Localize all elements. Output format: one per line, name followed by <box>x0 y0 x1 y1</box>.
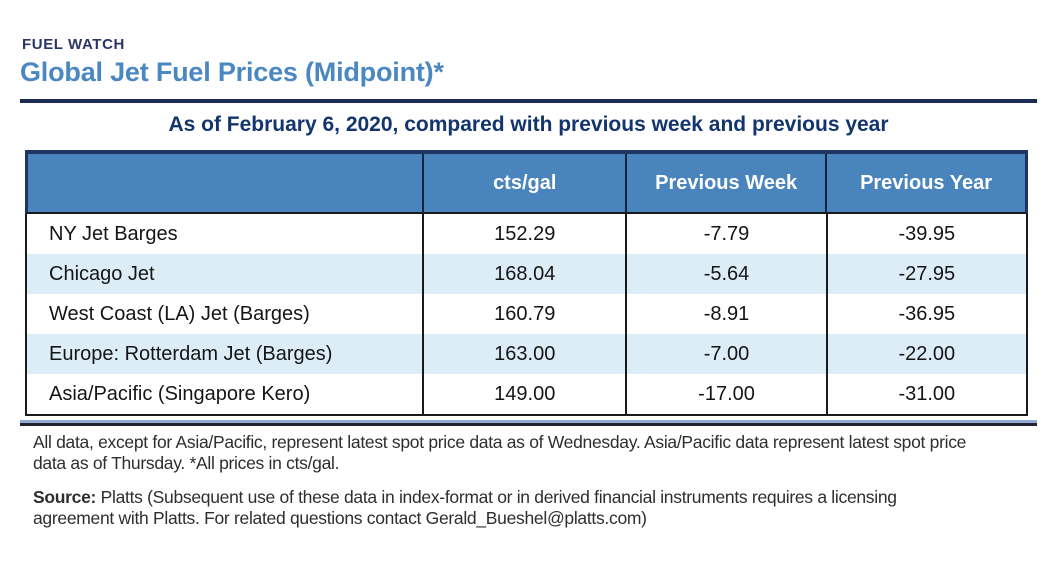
cell-cts-gal: 163.00 <box>422 334 625 374</box>
cell-previous-week: -5.64 <box>625 254 825 294</box>
table-header-row: cts/gal Previous Week Previous Year <box>25 150 1028 214</box>
cell-market-name: West Coast (LA) Jet (Barges) <box>49 302 310 325</box>
cell-previous-year: -22.00 <box>825 334 1026 374</box>
jet-fuel-prices-table: cts/gal Previous Week Previous Year NY J… <box>25 150 1028 416</box>
cell-cts-gal: 152.29 <box>422 214 625 254</box>
cell-previous-week: -7.00 <box>625 334 825 374</box>
source-label: Source: <box>33 487 97 507</box>
table-row: Chicago Jet 168.04 -5.64 -27.95 <box>27 254 1026 294</box>
table-row: Europe: Rotterdam Jet (Barges) 163.00 -7… <box>27 334 1026 374</box>
table-bottom-divider <box>20 420 1037 426</box>
cell-cts-gal: 168.04 <box>422 254 625 294</box>
footnote-text: All data, except for Asia/Pacific, repre… <box>33 432 967 473</box>
cell-market-name: Chicago Jet <box>49 262 155 285</box>
cell-previous-year: -31.00 <box>825 374 1026 414</box>
cell-previous-week: -17.00 <box>625 374 825 414</box>
cell-previous-year: -39.95 <box>825 214 1026 254</box>
cell-cts-gal: 149.00 <box>422 374 625 414</box>
cell-previous-week: -8.91 <box>625 294 825 334</box>
cell-previous-year: -36.95 <box>825 294 1026 334</box>
cell-market-name: NY Jet Barges <box>49 222 178 245</box>
header-cell-previous-week: Previous Week <box>625 154 825 212</box>
table-body: NY Jet Barges 152.29 -7.79 -39.95 Chicag… <box>25 214 1028 416</box>
page-title: Global Jet Fuel Prices (Midpoint)* <box>20 57 444 87</box>
source-text: Platts (Subsequent use of these data in … <box>33 487 897 528</box>
table-row: NY Jet Barges 152.29 -7.79 -39.95 <box>27 214 1026 254</box>
cell-cts-gal: 160.79 <box>422 294 625 334</box>
title-divider <box>20 99 1037 103</box>
source-line: Source: Platts (Subsequent use of these … <box>33 487 978 529</box>
header-cell-previous-year: Previous Year <box>825 154 1025 212</box>
table-row: West Coast (LA) Jet (Barges) 160.79 -8.9… <box>27 294 1026 334</box>
cell-market-name: Europe: Rotterdam Jet (Barges) <box>49 342 333 365</box>
cell-previous-week: -7.79 <box>625 214 825 254</box>
header-cell-region <box>28 154 422 212</box>
cell-market-name: Asia/Pacific (Singapore Kero) <box>49 382 311 405</box>
cell-previous-year: -27.95 <box>825 254 1026 294</box>
table-row: Asia/Pacific (Singapore Kero) 149.00 -17… <box>27 374 1026 414</box>
header-cell-cts-gal: cts/gal <box>422 154 625 212</box>
section-eyebrow: FUEL WATCH <box>22 36 125 53</box>
table-subtitle: As of February 6, 2020, compared with pr… <box>168 113 889 136</box>
